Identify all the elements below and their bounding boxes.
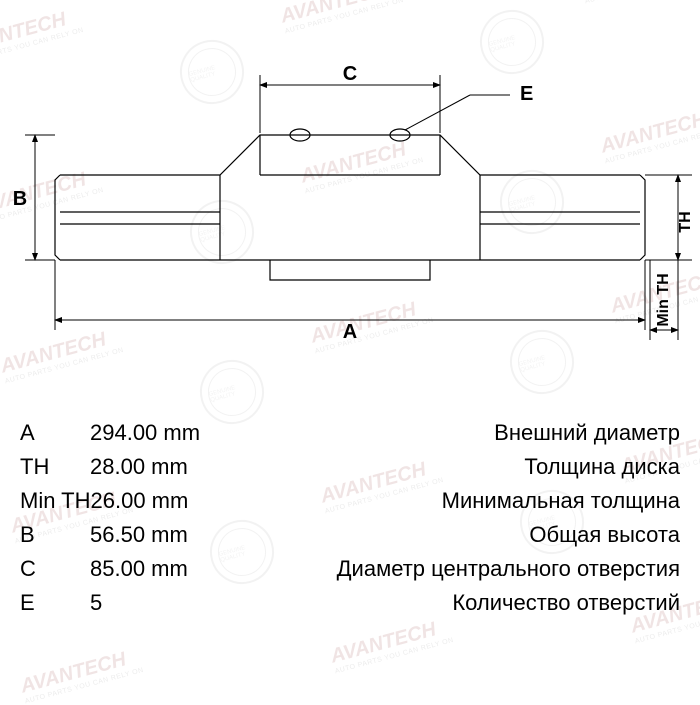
spec-row: Min TH26.00 mm Минимальная толщина — [20, 488, 680, 514]
spec-row: E5 Количество отверстий — [20, 590, 680, 616]
spec-row: C85.00 mm Диаметр центрального отверстия — [20, 556, 680, 582]
spec-row: A294.00 mm Внешний диаметр — [20, 420, 680, 446]
spec-table: A294.00 mm Внешний диаметр TH28.00 mm То… — [20, 420, 680, 624]
dim-label-c: C — [343, 63, 357, 85]
dim-label-e: E — [520, 83, 533, 105]
brake-disc-diagram: A B C E TH Min TH — [0, 0, 700, 400]
dim-label-a: A — [343, 321, 357, 343]
dim-label-b: B — [13, 188, 27, 210]
dim-label-th: TH — [677, 211, 694, 232]
dim-label-minth: Min TH — [655, 273, 672, 326]
spec-row: TH28.00 mm Толщина диска — [20, 454, 680, 480]
spec-key: A — [20, 420, 90, 446]
spec-row: B56.50 mm Общая высота — [20, 522, 680, 548]
spec-value: 294.00 mm — [90, 420, 200, 446]
spec-desc: Внешний диаметр — [494, 420, 680, 446]
